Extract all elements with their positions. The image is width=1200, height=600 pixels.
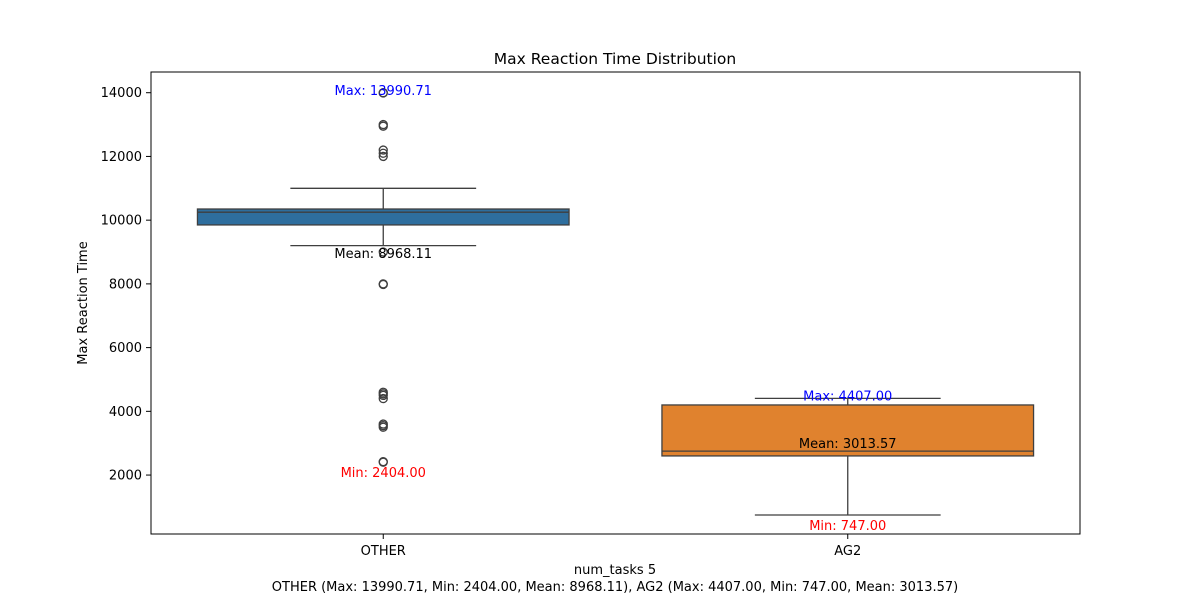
plot-area: 2000 4000 6000 8000 10000 12000 14000 OTHER Max:… <box>101 84 1035 559</box>
box-other <box>196 208 570 226</box>
outlier-point-other <box>378 457 388 467</box>
y-tick-label: 2000 <box>109 469 142 484</box>
outlier-point-other <box>378 422 388 432</box>
y-tick-label: 4000 <box>109 405 142 420</box>
outlier-point-other <box>378 279 388 290</box>
y-tick-label: 12000 <box>101 150 142 165</box>
max-annotation-ag2: Max: 4407.00 <box>803 389 892 404</box>
outlier-point-other <box>378 121 388 131</box>
min-annotation-other: Min: 2404.00 <box>341 466 426 481</box>
chart-caption: OTHER (Max: 13990.71, Min: 2404.00, Mean… <box>272 580 958 595</box>
box-ag2 <box>661 404 1035 457</box>
outlier-point-other <box>378 148 388 158</box>
outlier-point-other <box>378 151 388 162</box>
x-axis-label: num_tasks 5 <box>574 563 656 578</box>
max-annotation-other: Max: 13990.71 <box>335 84 432 99</box>
y-tick-label: 6000 <box>109 341 142 356</box>
outlier-point-other <box>378 145 388 155</box>
x-tick-label: OTHER <box>361 544 406 559</box>
plot-frame <box>150 71 1081 535</box>
mean-annotation-other: Mean: 8968.11 <box>334 247 432 262</box>
y-tick-label: 10000 <box>101 214 142 229</box>
mean-annotation-ag2: Mean: 3013.57 <box>799 437 897 452</box>
outlier-point-other <box>378 390 388 401</box>
y-tick-label: 14000 <box>101 86 142 101</box>
min-annotation-ag2: Min: 747.00 <box>809 519 886 534</box>
chart-title: Max Reaction Time Distribution <box>494 50 737 68</box>
outlier-point-other <box>378 247 388 257</box>
outlier-point-other <box>378 88 388 98</box>
y-tick-label: 8000 <box>109 277 142 292</box>
y-axis-label: Max Reaction Time <box>76 241 91 364</box>
x-tick-label: AG2 <box>834 544 861 559</box>
outlier-point-other <box>378 393 388 404</box>
